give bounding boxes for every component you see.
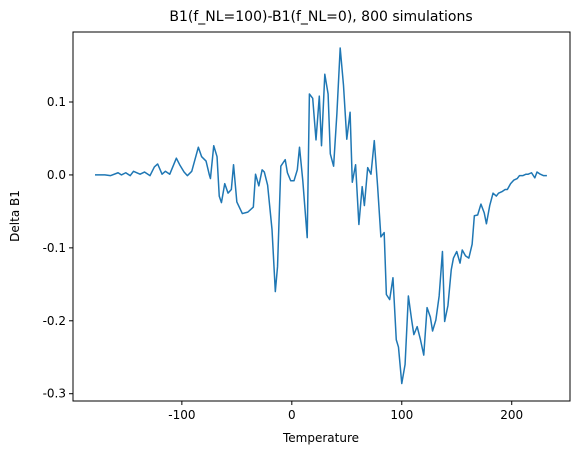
x-tick-label: 200 <box>500 408 523 422</box>
y-axis-label: Delta B1 <box>8 190 22 242</box>
y-tick-label: -0.1 <box>43 241 66 255</box>
axes-frame <box>72 31 571 402</box>
x-tick-label: -100 <box>168 408 195 422</box>
data-line <box>94 47 547 385</box>
x-axis-label: Temperature <box>282 431 359 445</box>
y-tick-label: -0.3 <box>43 387 66 401</box>
y-tick-label: 0.1 <box>47 95 66 109</box>
x-tick-label: 0 <box>288 408 296 422</box>
y-tick-label: -0.2 <box>43 314 66 328</box>
y-tick-label: 0.0 <box>47 168 66 182</box>
x-tick-label: 100 <box>390 408 413 422</box>
chart-title: B1(f_NL=100)-B1(f_NL=0), 800 simulations <box>169 9 472 25</box>
